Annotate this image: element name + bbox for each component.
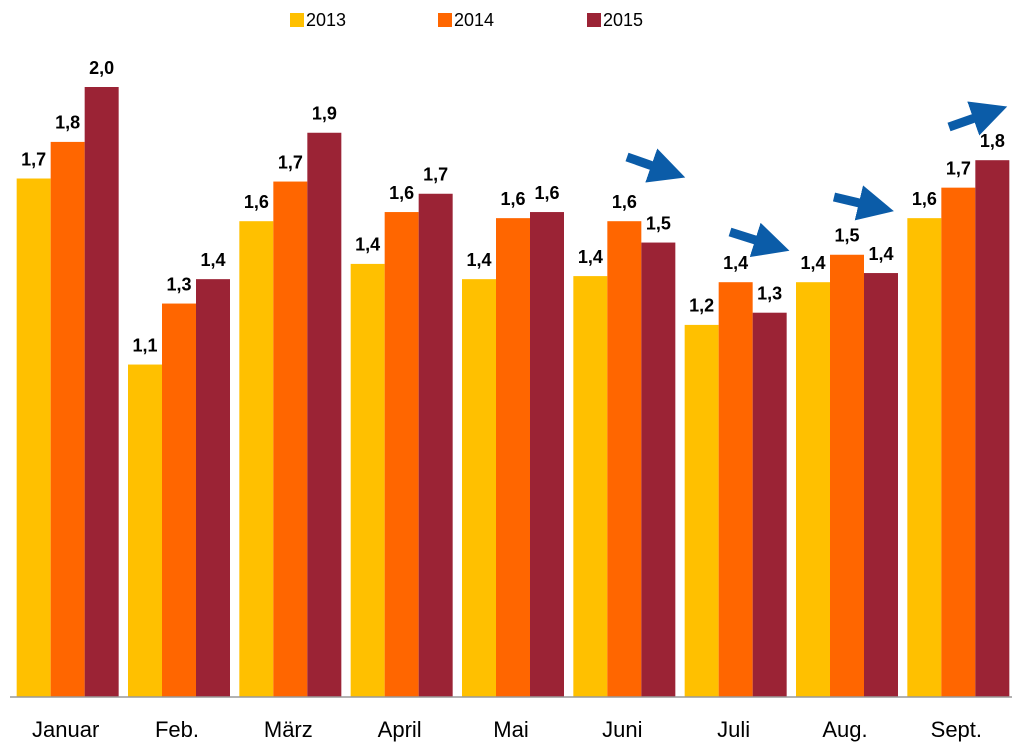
bar [530,212,564,698]
legend-swatch [587,13,601,27]
trend-arrows [625,101,1008,258]
bar [752,312,787,697]
value-label: 1,6 [244,192,269,212]
value-label: 1,4 [868,244,893,264]
arrow [625,148,686,183]
arrow [728,222,790,258]
value-label: 1,8 [55,113,80,133]
bar [84,87,119,697]
bar [496,218,530,697]
legend-label: 2015 [603,10,643,30]
x-tick-label: Mai [493,717,528,742]
arrow [832,185,894,221]
value-label: 1,1 [132,335,157,355]
value-label: 1,3 [757,283,782,303]
value-label: 1,9 [312,104,337,124]
value-label: 1,2 [689,296,714,316]
value-label: 1,7 [21,149,46,169]
arrow [947,101,1008,136]
x-tick-label: Feb. [155,717,199,742]
bar [462,279,496,697]
value-label: 1,4 [578,247,603,267]
x-tick-label: Januar [32,717,99,742]
x-tick-label: Juli [717,717,750,742]
value-label: 1,4 [200,250,225,270]
value-label: 1,5 [834,226,859,246]
bar [307,132,342,697]
x-tick-label: Aug. [822,717,867,742]
bar [641,242,676,698]
value-label: 2,0 [89,58,114,78]
bar [50,141,85,697]
bar [239,221,274,697]
bar [975,160,1010,697]
bar [607,221,642,697]
x-tick-label: April [378,717,422,742]
bar [718,282,753,697]
bar [384,212,419,698]
value-label: 1,4 [466,250,491,270]
bar [941,187,976,697]
value-label: 1,3 [166,274,191,294]
bar [864,273,898,697]
bar [273,181,308,698]
x-tick-label: Sept. [931,717,982,742]
legend-swatch [290,13,304,27]
value-label: 1,7 [946,158,971,178]
value-label: 1,6 [912,189,937,209]
value-label: 1,4 [723,253,748,273]
bar [573,276,608,697]
value-label: 1,7 [423,165,448,185]
bar [128,364,162,697]
bar [907,218,942,697]
legend-label: 2014 [454,10,494,30]
value-label: 1,6 [534,183,559,203]
legend-swatch [438,13,452,27]
legend-label: 2013 [306,10,346,30]
bar [16,178,51,697]
bar [684,324,719,697]
value-label: 1,4 [800,253,825,273]
bar [418,193,453,697]
bar [162,303,196,697]
x-tick-label: März [264,717,313,742]
x-tick-label: Juni [602,717,642,742]
value-label: 1,5 [646,213,671,233]
value-label: 1,6 [500,189,525,209]
value-label: 1,4 [355,235,380,255]
value-label: 1,8 [980,131,1005,151]
value-label: 1,6 [612,192,637,212]
bar [830,254,864,697]
value-label: 1,7 [278,152,303,172]
bar [196,279,230,697]
bar [350,263,385,697]
bar [796,282,830,697]
value-label: 1,6 [389,183,414,203]
